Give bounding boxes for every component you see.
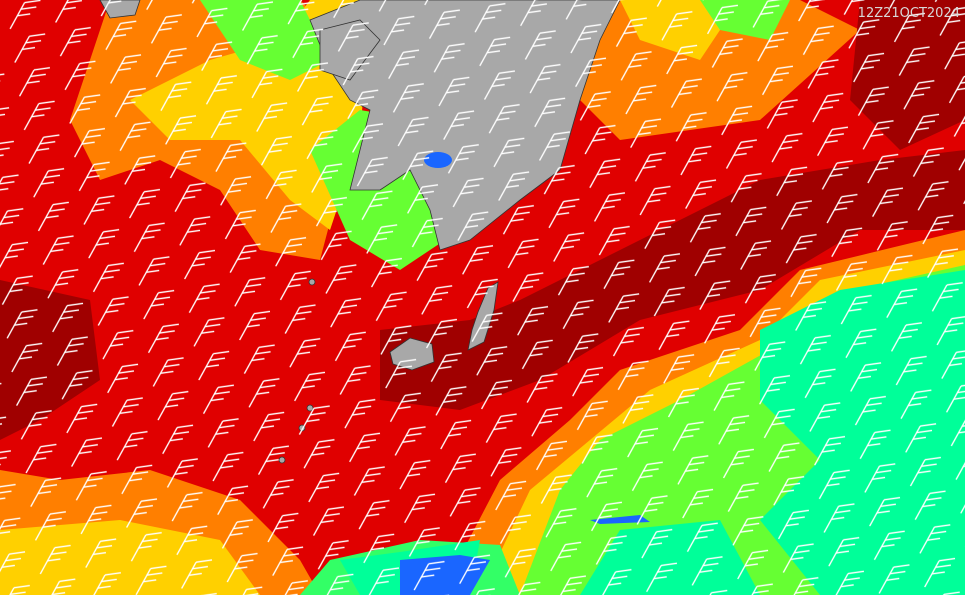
timestamp: 12Z21OCT2024 [858,6,960,21]
